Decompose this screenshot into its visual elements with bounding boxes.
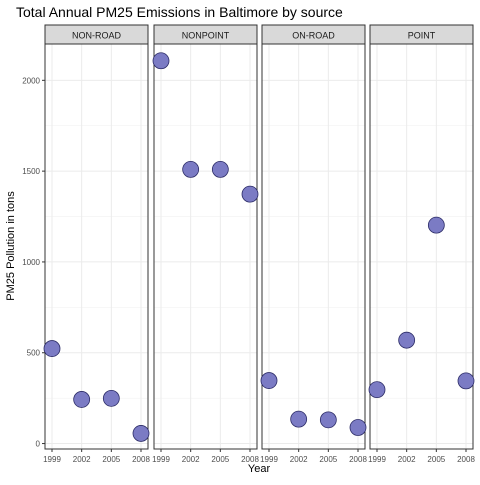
x-tick-label: 1999: [368, 455, 386, 464]
data-point: [43, 340, 61, 357]
data-point: [368, 381, 386, 399]
y-tick-label: 500: [27, 349, 41, 358]
facet-label: NON-ROAD: [72, 31, 121, 41]
data-point: [398, 331, 416, 349]
data-point: [319, 411, 337, 429]
x-tick-label: 2008: [457, 455, 475, 464]
data-point: [260, 372, 278, 389]
x-tick-label: 2002: [73, 455, 91, 464]
x-tick-label: 1999: [260, 455, 278, 464]
data-point: [241, 185, 259, 203]
y-tick-label: 1000: [22, 258, 40, 267]
data-point: [349, 419, 367, 436]
data-point: [211, 161, 229, 178]
y-tick-label: 0: [36, 440, 41, 449]
data-point: [457, 372, 475, 390]
x-tick-label: 2002: [182, 455, 200, 464]
x-tick-label: 2008: [241, 455, 259, 464]
data-point: [132, 425, 150, 442]
x-tick-label: 1999: [43, 455, 61, 464]
x-tick-label: 2005: [211, 455, 229, 464]
data-point: [73, 391, 91, 408]
data-point: [290, 410, 308, 428]
panel-border: [261, 43, 366, 450]
x-tick-label: 2005: [427, 455, 445, 464]
data-point: [182, 161, 200, 178]
x-tick-label: 2002: [398, 455, 416, 464]
chart-title: Total Annual PM25 Emissions in Baltimore…: [16, 4, 343, 20]
x-axis-label: Year: [248, 463, 271, 475]
panel-border: [369, 43, 474, 450]
x-tick-label: 2005: [319, 455, 337, 464]
data-point: [427, 216, 445, 234]
y-axis-label: PM25 Pollution in tons: [5, 191, 17, 301]
data-point: [102, 389, 120, 407]
x-tick-label: 2008: [132, 455, 150, 464]
facet-label: NONPOINT: [182, 31, 230, 41]
y-tick-label: 1500: [22, 167, 40, 176]
facet-label: ON-ROAD: [292, 31, 335, 41]
y-tick-label: 2000: [22, 76, 40, 85]
facet-label: POINT: [408, 31, 436, 41]
x-tick-label: 2005: [102, 455, 120, 464]
x-tick-label: 2002: [290, 455, 308, 464]
x-tick-label: 1999: [152, 455, 170, 464]
panel-border: [153, 43, 258, 450]
data-point: [152, 52, 170, 70]
x-tick-label: 2008: [349, 455, 367, 464]
panel-border: [44, 43, 149, 450]
